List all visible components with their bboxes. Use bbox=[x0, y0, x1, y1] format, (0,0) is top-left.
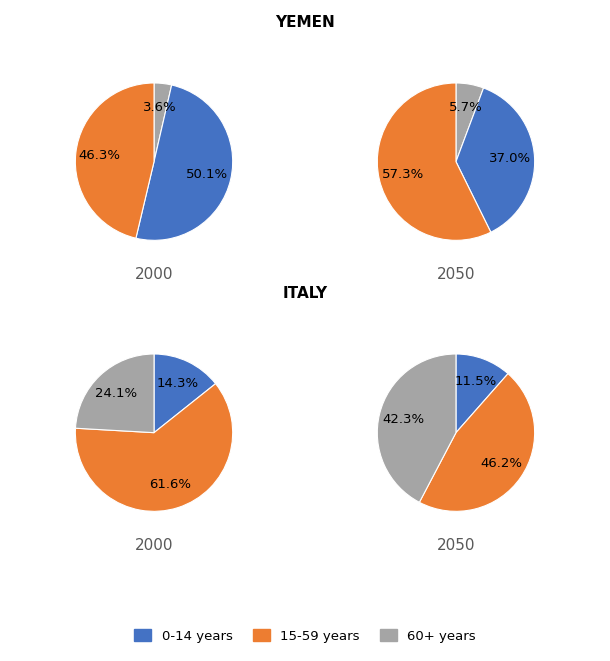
Text: 14.3%: 14.3% bbox=[157, 377, 199, 390]
Text: 24.1%: 24.1% bbox=[96, 387, 138, 399]
Text: 57.3%: 57.3% bbox=[382, 167, 424, 180]
Text: YEMEN: YEMEN bbox=[275, 15, 335, 30]
Text: 2050: 2050 bbox=[437, 268, 475, 282]
Text: 42.3%: 42.3% bbox=[382, 413, 424, 426]
Wedge shape bbox=[378, 83, 491, 241]
Text: ITALY: ITALY bbox=[282, 286, 328, 301]
Text: 46.3%: 46.3% bbox=[79, 149, 121, 162]
Text: 3.6%: 3.6% bbox=[143, 101, 177, 114]
Wedge shape bbox=[456, 83, 484, 162]
Text: 37.0%: 37.0% bbox=[489, 153, 531, 165]
Text: 46.2%: 46.2% bbox=[480, 457, 522, 470]
Text: 2000: 2000 bbox=[135, 539, 173, 553]
Legend: 0-14 years, 15-59 years, 60+ years: 0-14 years, 15-59 years, 60+ years bbox=[129, 624, 481, 648]
Wedge shape bbox=[456, 88, 534, 232]
Wedge shape bbox=[420, 373, 534, 512]
Wedge shape bbox=[136, 85, 232, 241]
Text: 11.5%: 11.5% bbox=[454, 375, 497, 388]
Text: 2050: 2050 bbox=[437, 539, 475, 553]
Wedge shape bbox=[378, 354, 456, 502]
Text: 50.1%: 50.1% bbox=[186, 167, 228, 180]
Wedge shape bbox=[76, 383, 232, 512]
Wedge shape bbox=[76, 83, 154, 238]
Wedge shape bbox=[456, 354, 508, 433]
Text: 5.7%: 5.7% bbox=[449, 102, 483, 114]
Wedge shape bbox=[154, 354, 215, 433]
Wedge shape bbox=[154, 83, 171, 162]
Text: 61.6%: 61.6% bbox=[149, 478, 192, 491]
Wedge shape bbox=[76, 354, 154, 433]
Text: 2000: 2000 bbox=[135, 268, 173, 282]
